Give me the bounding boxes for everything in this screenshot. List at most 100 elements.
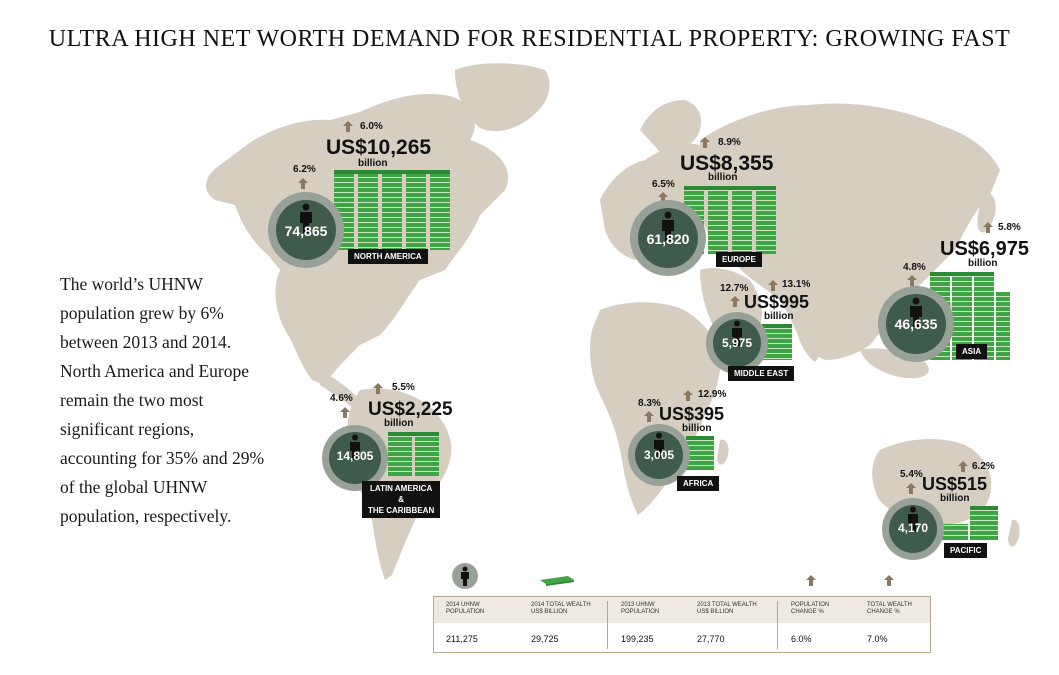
header-line: TOTAL WEALTH — [867, 602, 912, 608]
pop-change: 6.2% — [293, 164, 316, 175]
pop-change-up-arrow-icon — [644, 411, 654, 422]
wealth-unit: billion — [968, 258, 998, 269]
wealth-change: 5.5% — [392, 382, 415, 393]
region-label: NORTH AMERICA — [348, 249, 428, 264]
wealth-change-up-arrow-icon — [700, 137, 710, 148]
pop-change-up-arrow-icon — [658, 192, 668, 203]
header-line: US$ BILLION — [697, 609, 734, 615]
person-icon — [350, 434, 360, 460]
wealth-value: US$515 — [922, 474, 988, 494]
pop-change-up-arrow-icon — [907, 275, 917, 286]
new-zealand-land — [1008, 519, 1020, 547]
header-2014-population: 2014 UHNW POPULATION — [446, 602, 526, 616]
header-2014-wealth: 2014 TOTAL WEALTH US$ BILLION — [531, 602, 611, 616]
header-line: POPULATION — [621, 609, 660, 615]
value-2013-wealth: 27,770 — [697, 634, 725, 644]
greenland-land — [455, 63, 550, 132]
wealth-change: 13.1% — [782, 279, 811, 290]
wealth-value: US$6,975 — [940, 238, 1029, 260]
japan-land — [977, 193, 996, 233]
value-2013-population: 199,235 — [621, 634, 654, 644]
wealth-change-up-arrow-icon — [958, 461, 968, 472]
region-label: AFRICA — [677, 476, 720, 491]
pop-change: 5.4% — [900, 469, 923, 480]
pop-change-up-arrow-icon — [730, 296, 740, 307]
summary-divider — [777, 601, 778, 649]
central-america-land — [318, 370, 362, 410]
pop-change: 8.3% — [638, 398, 661, 409]
wealth-unit: billion — [764, 311, 794, 322]
money-stack-icon — [686, 436, 714, 470]
wealth-change: 6.2% — [972, 461, 995, 472]
madagascar-land — [717, 439, 729, 465]
page-title: ULTRA HIGH NET WORTH DEMAND FOR RESIDENT… — [48, 26, 1011, 52]
pop-change: 4.6% — [330, 393, 353, 404]
wealth-change-up-arrow-icon — [373, 383, 383, 394]
wealth-change-up-arrow-icon — [983, 222, 993, 233]
value-population-change: 6.0% — [791, 634, 812, 644]
summary-divider — [607, 601, 608, 649]
wealth-value: US$8,355 — [680, 152, 774, 175]
intro-text: The world’s UHNW population grew by 6% b… — [60, 274, 265, 526]
region-label-line: & — [398, 495, 404, 504]
population-value: 46,635 — [894, 316, 938, 332]
legend-money-icon — [540, 576, 574, 586]
value-2014-wealth: 29,725 — [531, 634, 559, 644]
money-stack-icon — [334, 170, 450, 250]
money-stack-icon — [940, 506, 998, 540]
legend-up-arrow-icon — [884, 575, 894, 586]
header-wealth-change: TOTAL WEALTH CHANGE % — [867, 602, 947, 616]
pop-change-up-arrow-icon — [298, 178, 308, 189]
wealth-change: 6.0% — [360, 121, 383, 132]
person-icon — [300, 203, 312, 233]
wealth-change: 12.9% — [698, 389, 727, 400]
pop-change-up-arrow-icon — [340, 407, 350, 418]
region-label: MIDDLE EAST — [728, 366, 795, 381]
africa-land — [590, 302, 721, 515]
money-stack-icon — [388, 432, 439, 476]
legend-person-icon — [461, 566, 469, 586]
wealth-change: 8.9% — [718, 137, 741, 148]
summary-table: 2014 UHNW POPULATION 2014 TOTAL WEALTH U… — [433, 596, 931, 653]
region-label-line: THE CARIBBEAN — [368, 506, 435, 515]
population-value: 3,005 — [643, 448, 675, 462]
header-population-change: POPULATION CHANGE % — [791, 602, 871, 616]
header-line: CHANGE % — [867, 609, 900, 615]
north-america-land — [205, 93, 509, 386]
pop-change-up-arrow-icon — [906, 483, 916, 494]
asia-land — [698, 103, 1000, 361]
wealth-value: US$2,225 — [368, 399, 453, 420]
population-value: 4,170 — [897, 521, 929, 535]
india-land — [795, 299, 829, 362]
person-icon — [910, 297, 922, 327]
wealth-unit: billion — [358, 158, 388, 169]
wealth-change-up-arrow-icon — [683, 390, 693, 401]
region-label: LATIN AMERICA & THE CARIBBEAN — [362, 481, 441, 518]
wealth-change-up-arrow-icon — [768, 280, 778, 291]
wealth-value: US$395 — [659, 404, 725, 424]
header-line: 2013 TOTAL WEALTH — [697, 602, 757, 608]
header-line: 2014 UHNW — [446, 602, 480, 608]
population-value: 74,865 — [284, 223, 328, 239]
wealth-unit: billion — [708, 172, 738, 183]
person-icon — [908, 506, 918, 532]
region-label-line: LATIN AMERICA — [370, 484, 433, 493]
wealth-value: US$995 — [744, 292, 810, 312]
population-value: 14,805 — [336, 449, 374, 463]
summary-header-row — [434, 597, 930, 623]
header-line: POPULATION — [791, 602, 830, 608]
pop-change: 6.5% — [652, 179, 675, 190]
region-label: EUROPE — [716, 252, 762, 267]
wealth-unit: billion — [682, 423, 712, 434]
header-2013-wealth: 2013 TOTAL WEALTH US$ BILLION — [697, 602, 777, 616]
value-wealth-change: 7.0% — [867, 634, 888, 644]
wealth-unit: billion — [940, 493, 970, 504]
pop-change: 12.7% — [720, 283, 749, 294]
indonesia-land — [860, 348, 929, 379]
population-value: 61,820 — [646, 231, 690, 247]
header-line: POPULATION — [446, 609, 485, 615]
legend-up-arrow-icon — [806, 575, 816, 586]
header-line: 2013 UHNW — [621, 602, 655, 608]
header-2013-population: 2013 UHNW POPULATION — [621, 602, 701, 616]
wealth-unit: billion — [384, 418, 414, 429]
